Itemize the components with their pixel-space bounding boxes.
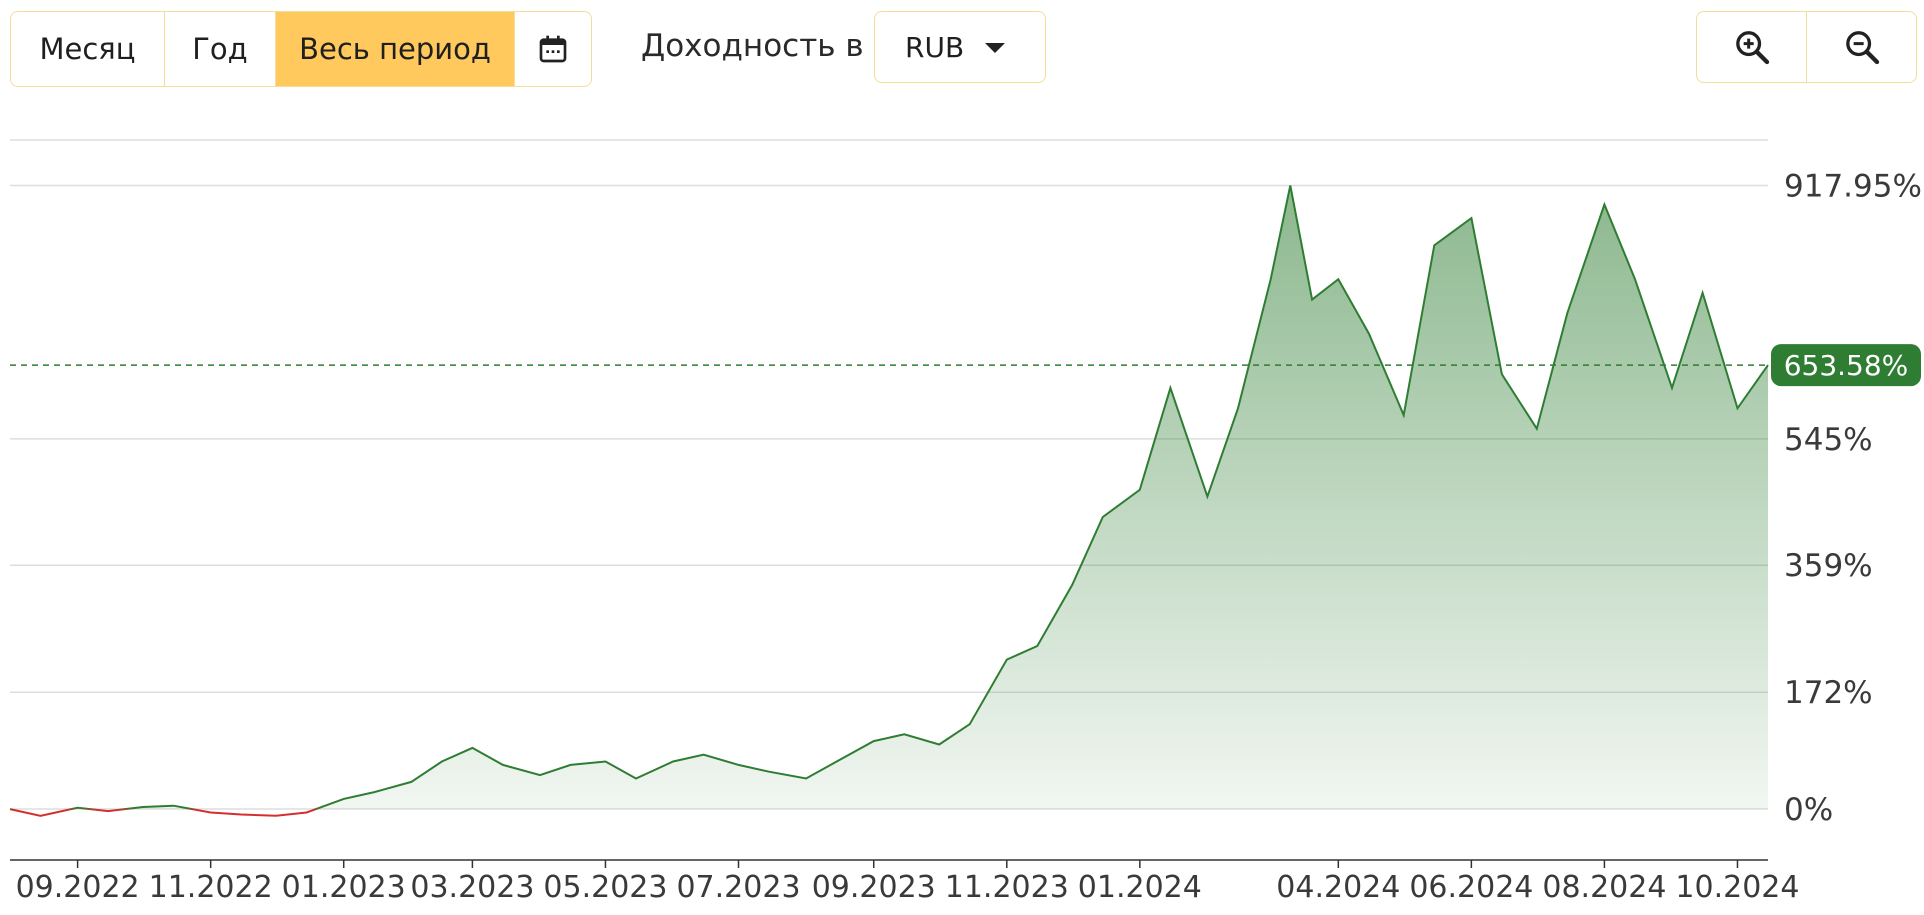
current-value-label: 653.58% bbox=[1784, 349, 1909, 382]
y-tick-label: 917.95% bbox=[1784, 169, 1922, 205]
period-selector: Месяц Год Весь период bbox=[10, 11, 592, 87]
period-month-button[interactable]: Месяц bbox=[11, 12, 165, 86]
x-tick-label: 06.2024 bbox=[1409, 870, 1533, 905]
x-tick-label: 09.2022 bbox=[16, 870, 140, 905]
yield-currency-label: Доходность в bbox=[641, 28, 864, 64]
x-tick-label: 01.2024 bbox=[1078, 870, 1202, 905]
zoom-in-icon bbox=[1735, 31, 1769, 65]
period-all-button[interactable]: Весь период bbox=[276, 12, 515, 86]
y-tick-label: 0% bbox=[1784, 792, 1833, 828]
yield-line-negative bbox=[9, 809, 319, 817]
y-tick-label: 545% bbox=[1784, 422, 1873, 458]
y-tick-label: 359% bbox=[1784, 548, 1873, 584]
calendar-button[interactable] bbox=[515, 12, 591, 86]
x-tick-label: 08.2024 bbox=[1542, 870, 1666, 905]
yield-area bbox=[71, 185, 1768, 810]
zoom-out-icon bbox=[1845, 31, 1879, 65]
yield-line-positive bbox=[10, 185, 1769, 810]
x-tick-label: 11.2023 bbox=[945, 870, 1069, 905]
chevron-down-icon bbox=[985, 43, 1005, 53]
y-tick-label: 172% bbox=[1784, 675, 1873, 711]
x-tick-label: 10.2024 bbox=[1675, 870, 1799, 905]
x-tick-label: 11.2022 bbox=[149, 870, 273, 905]
calendar-icon bbox=[539, 35, 567, 63]
x-tick-label: 03.2023 bbox=[410, 870, 534, 905]
zoom-in-button[interactable] bbox=[1697, 12, 1806, 82]
currency-value: RUB bbox=[905, 30, 965, 64]
zoom-out-button[interactable] bbox=[1806, 12, 1916, 82]
currency-select[interactable]: RUB bbox=[874, 11, 1046, 83]
x-tick-label: 04.2024 bbox=[1276, 870, 1400, 905]
period-year-button[interactable]: Год bbox=[165, 12, 276, 86]
x-tick-label: 05.2023 bbox=[543, 870, 667, 905]
x-tick-label: 09.2023 bbox=[812, 870, 936, 905]
x-tick-label: 01.2023 bbox=[282, 870, 406, 905]
x-tick-label: 07.2023 bbox=[676, 870, 800, 905]
zoom-controls bbox=[1696, 11, 1917, 83]
current-value-badge bbox=[1771, 344, 1921, 387]
